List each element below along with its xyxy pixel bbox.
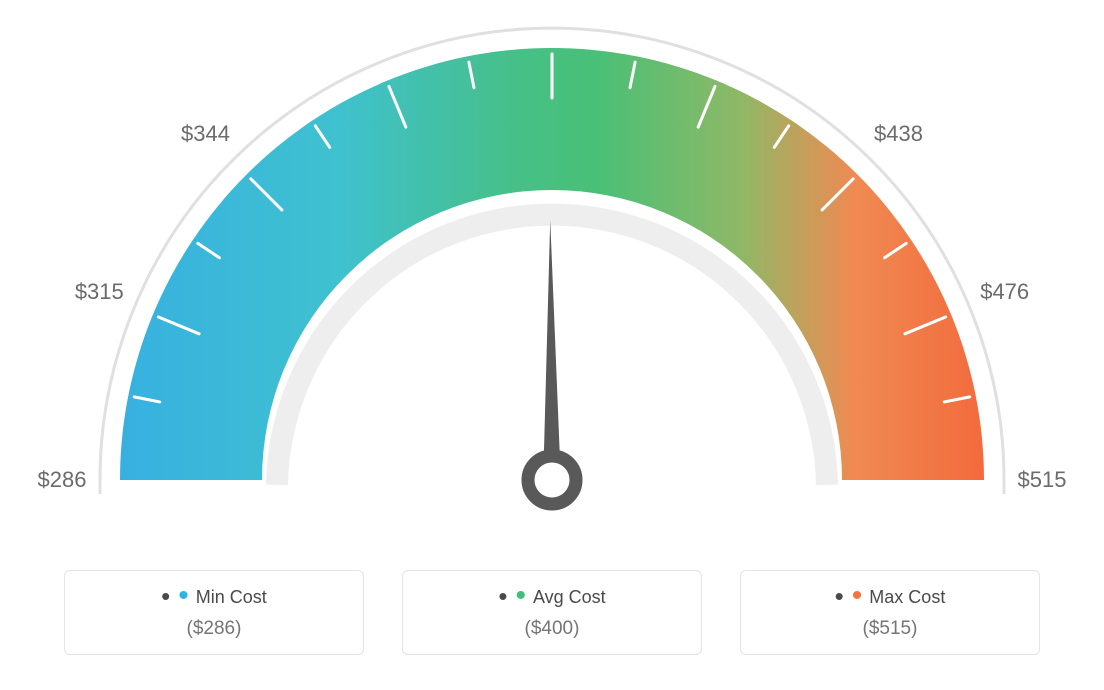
gauge-scale-label: $286 bbox=[38, 467, 87, 493]
gauge-hub bbox=[528, 456, 576, 504]
cost-gauge: $286 $315 $344 $400 $438 $476 $515 bbox=[0, 0, 1104, 560]
gauge-scale-label: $476 bbox=[980, 279, 1029, 305]
legend-label-avg: •Avg Cost bbox=[413, 587, 691, 608]
gauge-scale-label: $400 bbox=[528, 0, 577, 3]
gauge-scale-label: $515 bbox=[1018, 467, 1067, 493]
gauge-scale-label: $438 bbox=[874, 121, 923, 147]
legend-value-max: ($515) bbox=[751, 618, 1029, 640]
legend-card-avg: •Avg Cost ($400) bbox=[402, 570, 702, 655]
gauge-scale-label: $344 bbox=[181, 121, 230, 147]
gauge-needle bbox=[543, 220, 561, 482]
legend-card-min: •Min Cost ($286) bbox=[64, 570, 364, 655]
gauge-scale-label: $315 bbox=[75, 279, 124, 305]
legend-value-avg: ($400) bbox=[413, 618, 691, 640]
legend-label-min: •Min Cost bbox=[75, 587, 353, 608]
gauge-svg bbox=[0, 0, 1104, 560]
legend-card-max: •Max Cost ($515) bbox=[740, 570, 1040, 655]
legend-label-max: •Max Cost bbox=[751, 587, 1029, 608]
legend-value-min: ($286) bbox=[75, 618, 353, 640]
legend-row: •Min Cost ($286) •Avg Cost ($400) •Max C… bbox=[0, 570, 1104, 655]
